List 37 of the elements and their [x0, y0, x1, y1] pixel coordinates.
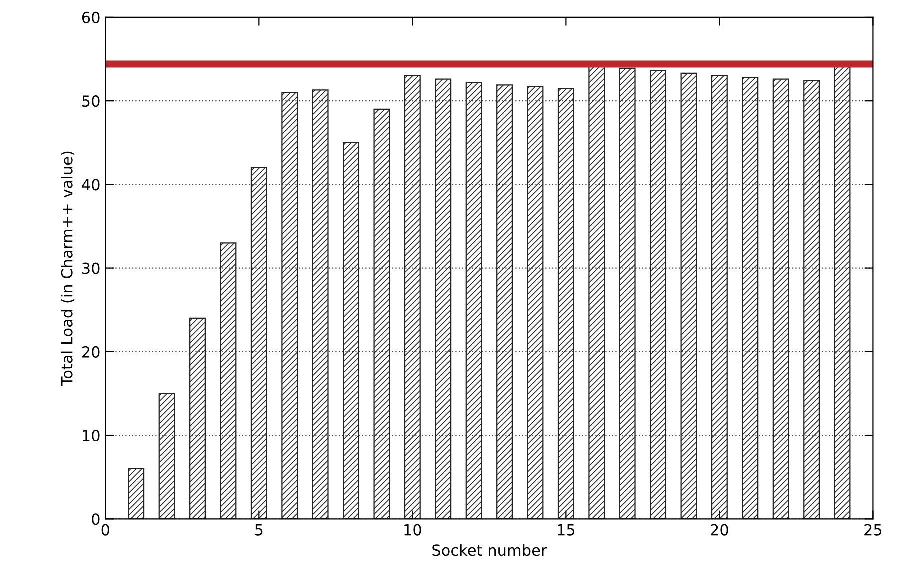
y-tick-label: 50 [82, 96, 100, 108]
bar [404, 75, 421, 520]
bar [804, 80, 820, 520]
y-tick-label: 20 [82, 346, 100, 358]
bar [558, 88, 574, 520]
bar [772, 78, 790, 520]
bar [190, 318, 206, 520]
x-tick-label: 25 [864, 524, 882, 536]
x-tick-label: 10 [404, 524, 422, 536]
y-tick-label: 30 [82, 262, 100, 274]
bar [158, 393, 176, 520]
y-tick-label: 0 [92, 514, 100, 526]
bar [619, 68, 636, 520]
bar [220, 242, 237, 520]
x-tick-label: 0 [102, 524, 110, 536]
bar [650, 70, 667, 520]
y-axis-title: Total Load (in Charm++ value) [61, 152, 75, 386]
bar [711, 75, 728, 520]
x-tick-label: 5 [255, 524, 263, 536]
bar [312, 90, 329, 520]
bar [282, 92, 298, 520]
bar [435, 78, 452, 520]
bar [128, 468, 145, 520]
x-tick-label: 15 [558, 524, 575, 536]
bar [343, 142, 360, 520]
bar [496, 84, 514, 520]
bar [742, 77, 759, 520]
bar [527, 86, 544, 520]
y-tick-label: 40 [82, 179, 100, 191]
y-tick-label: 60 [82, 12, 100, 24]
x-axis-title: Socket number [432, 544, 548, 556]
y-tick-label: 10 [83, 430, 100, 442]
bar [374, 108, 390, 520]
bar [680, 72, 698, 520]
bar [250, 167, 268, 520]
x-tick-label: 20 [711, 524, 728, 536]
bar [466, 82, 482, 520]
